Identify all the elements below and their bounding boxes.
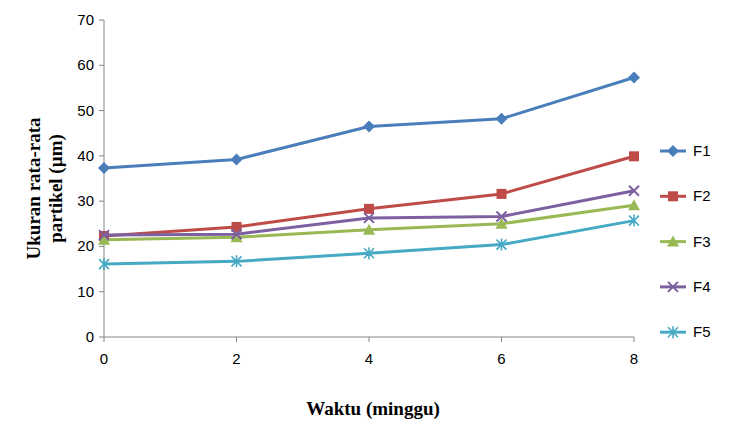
y-axis-label-line: partikel (µm) bbox=[45, 134, 67, 243]
y-tick-label: 30 bbox=[77, 192, 94, 209]
point bbox=[99, 230, 109, 240]
point bbox=[364, 204, 374, 214]
plot-area bbox=[98, 72, 640, 271]
point bbox=[497, 239, 507, 251]
point bbox=[628, 72, 640, 84]
y-tick bbox=[99, 65, 104, 66]
point bbox=[496, 113, 508, 125]
legend-label: F4 bbox=[693, 278, 711, 295]
y-tick-label: 70 bbox=[77, 11, 94, 28]
point bbox=[231, 153, 243, 165]
series-line bbox=[104, 156, 634, 236]
y-tick bbox=[99, 155, 104, 156]
y-tick-label: 0 bbox=[86, 328, 94, 345]
x-axis-label: Waktu (minggu) bbox=[306, 398, 440, 420]
x-tick-label: 6 bbox=[497, 350, 505, 367]
legend-label: F2 bbox=[693, 187, 711, 204]
point bbox=[98, 162, 110, 174]
series-line bbox=[104, 191, 634, 235]
legend-marker bbox=[668, 326, 678, 338]
point bbox=[629, 186, 639, 196]
chart: 0 10 20 30 40 50 60 70 0 2 4 6 8 Waktu (minggu) Ukuran… bbox=[0, 0, 742, 426]
series bbox=[99, 151, 639, 241]
point bbox=[232, 229, 242, 239]
x-tick bbox=[369, 337, 370, 342]
point bbox=[364, 213, 374, 223]
x-tick bbox=[104, 337, 105, 342]
x-tick-label: 2 bbox=[232, 350, 240, 367]
y-tick-label: 50 bbox=[77, 102, 94, 119]
series-line bbox=[104, 78, 634, 169]
point bbox=[364, 247, 374, 259]
y-tick bbox=[99, 20, 104, 21]
x-tick bbox=[236, 337, 237, 342]
y-tick bbox=[99, 337, 104, 338]
series-line bbox=[104, 221, 634, 264]
legend-label: F1 bbox=[693, 142, 711, 159]
y-tick-label: 10 bbox=[77, 283, 94, 300]
legend-marker bbox=[668, 282, 678, 292]
y-tick-label: 40 bbox=[77, 147, 94, 164]
x-tick-label: 8 bbox=[630, 350, 638, 367]
legend-marker bbox=[667, 145, 679, 157]
series bbox=[99, 215, 639, 270]
legend-marker bbox=[667, 236, 679, 247]
point bbox=[497, 212, 507, 222]
x-tick bbox=[634, 337, 635, 342]
point bbox=[629, 215, 639, 227]
y-axis bbox=[104, 20, 105, 337]
x-tick-label: 4 bbox=[365, 350, 373, 367]
point bbox=[628, 199, 640, 210]
y-tick bbox=[99, 110, 104, 111]
y-tick bbox=[99, 201, 104, 202]
series bbox=[99, 186, 639, 240]
series bbox=[98, 72, 640, 175]
legend: F1 F2 F3 F4 F5 bbox=[660, 142, 711, 340]
legend-marker bbox=[668, 191, 678, 201]
y-axis-label-line: Ukuran rata-rata bbox=[23, 117, 44, 259]
y-axis-label: Ukuran rata-ratapartikel (µm) bbox=[23, 117, 67, 259]
y-tick bbox=[99, 246, 104, 247]
point bbox=[629, 151, 639, 161]
x-tick bbox=[501, 337, 502, 342]
point bbox=[363, 120, 375, 132]
x-tick-label: 0 bbox=[100, 350, 108, 367]
point bbox=[363, 224, 375, 235]
y-tick bbox=[99, 291, 104, 292]
point bbox=[497, 189, 507, 199]
y-tick-label: 20 bbox=[77, 237, 94, 254]
legend-label: F5 bbox=[693, 323, 711, 340]
y-tick-label: 60 bbox=[77, 56, 94, 73]
point bbox=[232, 255, 242, 267]
legend-label: F3 bbox=[693, 233, 711, 250]
point bbox=[99, 258, 109, 270]
